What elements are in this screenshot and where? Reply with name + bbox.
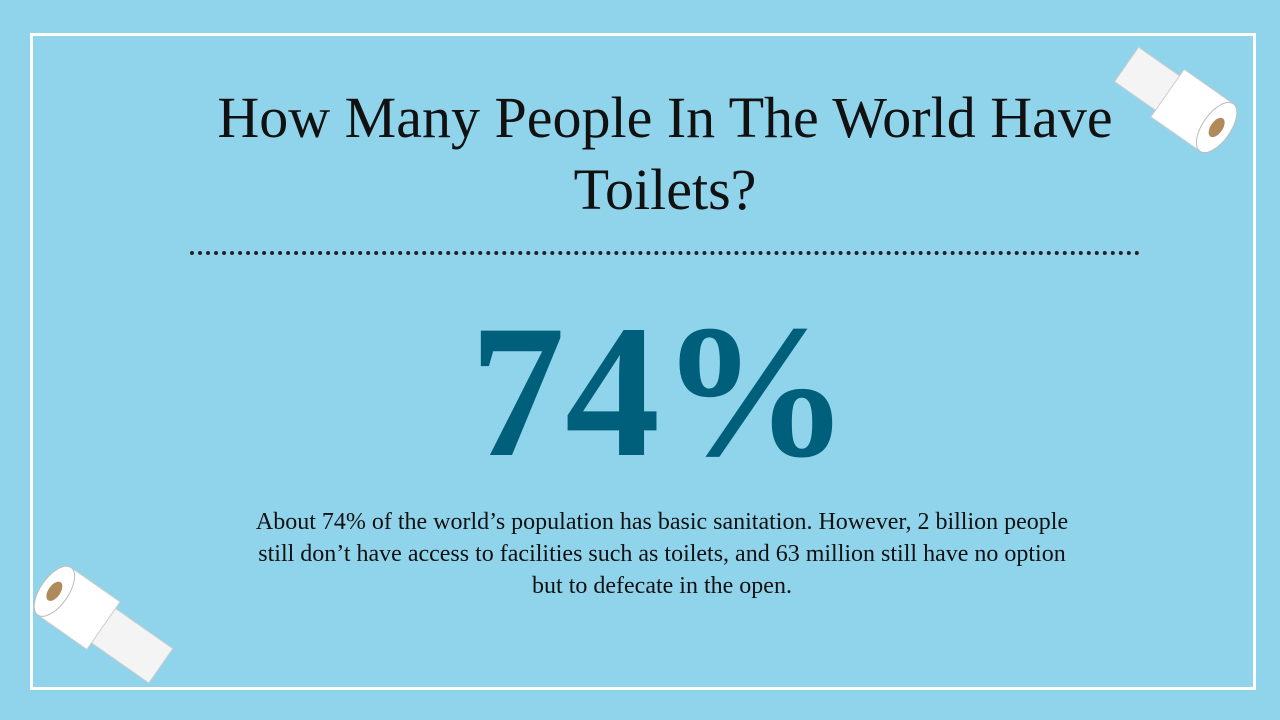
frame: [30, 33, 1256, 690]
title: How Many People In The World Have Toilet…: [217, 85, 1113, 222]
body-text: About 74% of the world’s population has …: [255, 509, 1069, 599]
toilet-roll-top: [1113, 46, 1238, 154]
stat: 74%: [470, 287, 850, 497]
divider: [190, 251, 1140, 255]
toilet-roll-bottom: [33, 565, 174, 684]
